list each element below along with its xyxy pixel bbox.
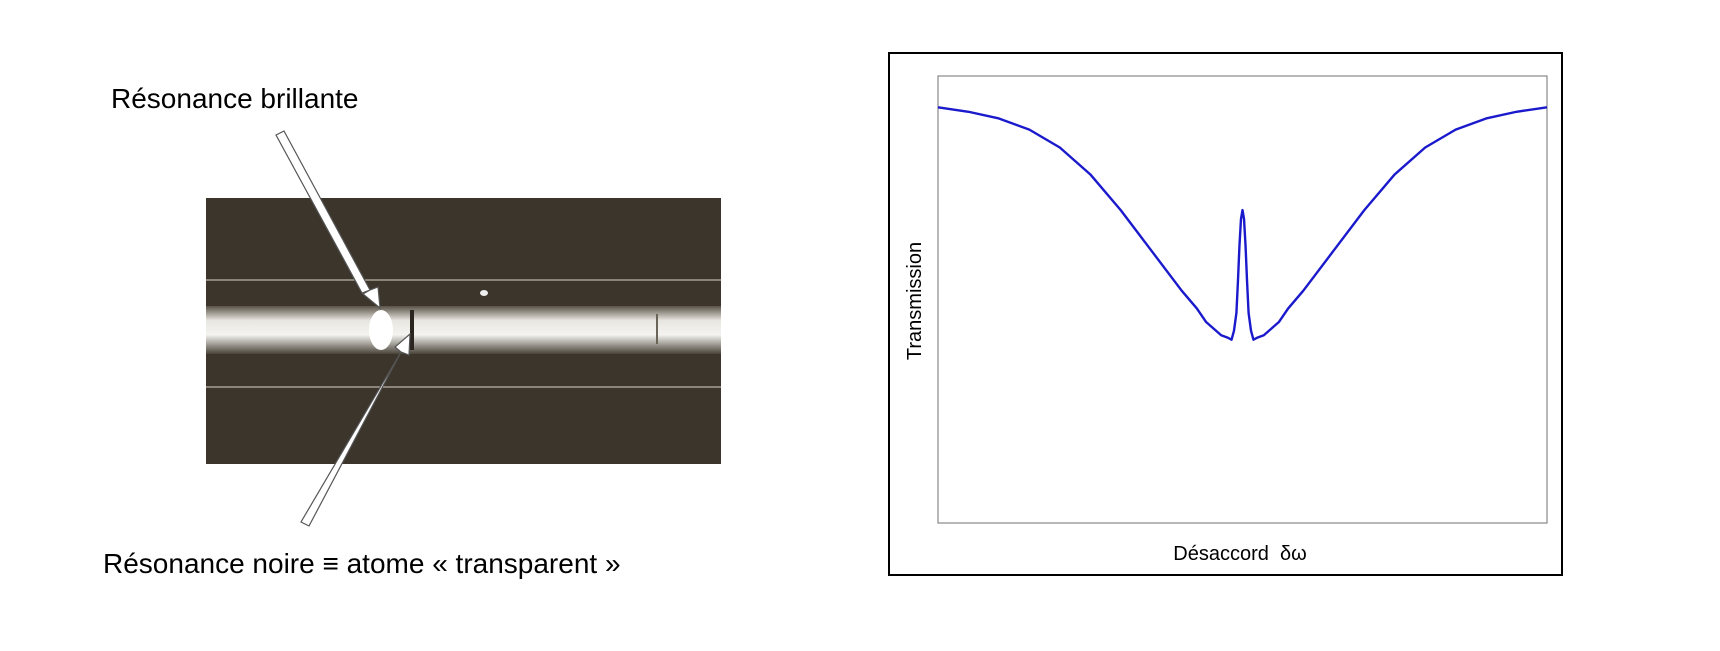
plot-area [937, 75, 1548, 524]
top-label: Résonance brillante [111, 83, 359, 114]
y-axis-label: Transmission [904, 242, 926, 360]
arrows [275, 130, 411, 527]
photo [206, 198, 721, 464]
bottom-label: Résonance noire ≡ atome « transparent » [103, 548, 621, 579]
series-line [937, 106, 1548, 341]
x-axis-label: Désaccord δω [1173, 543, 1306, 565]
chart-frame [888, 52, 1563, 576]
